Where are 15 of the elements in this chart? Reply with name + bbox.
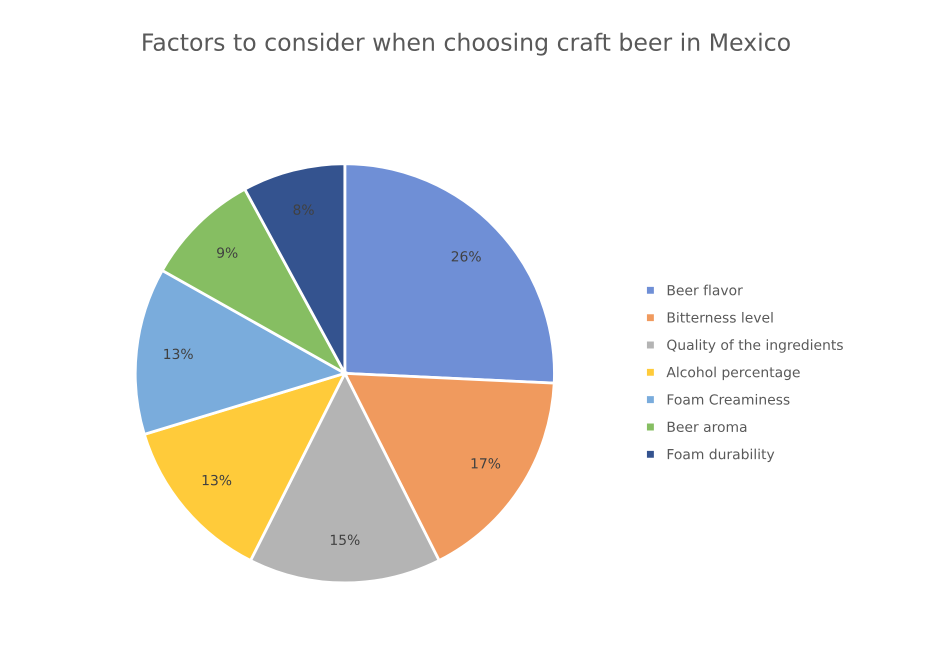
data-label: 8% <box>293 204 314 215</box>
legend-label: Bitterness level <box>668 312 773 323</box>
data-label: 9% <box>217 247 238 258</box>
chart-title: Factors to consider when choosing craft beer in Mexico <box>143 32 790 56</box>
data-label: 13% <box>164 348 193 360</box>
legend-label: Foam Creaminess <box>668 394 790 405</box>
legend-label: Quality of the ingredients <box>667 339 843 353</box>
legend-label: Beer flavor <box>668 284 743 296</box>
legend-label: Beer aroma <box>668 422 746 432</box>
legend-label: Alcohol percentage <box>666 366 800 380</box>
data-label: 17% <box>472 458 500 469</box>
legend-label: Foam durability <box>668 448 774 462</box>
data-label: 26% <box>452 251 481 262</box>
data-label: 15% <box>330 534 360 546</box>
data-label: 13% <box>202 474 232 486</box>
